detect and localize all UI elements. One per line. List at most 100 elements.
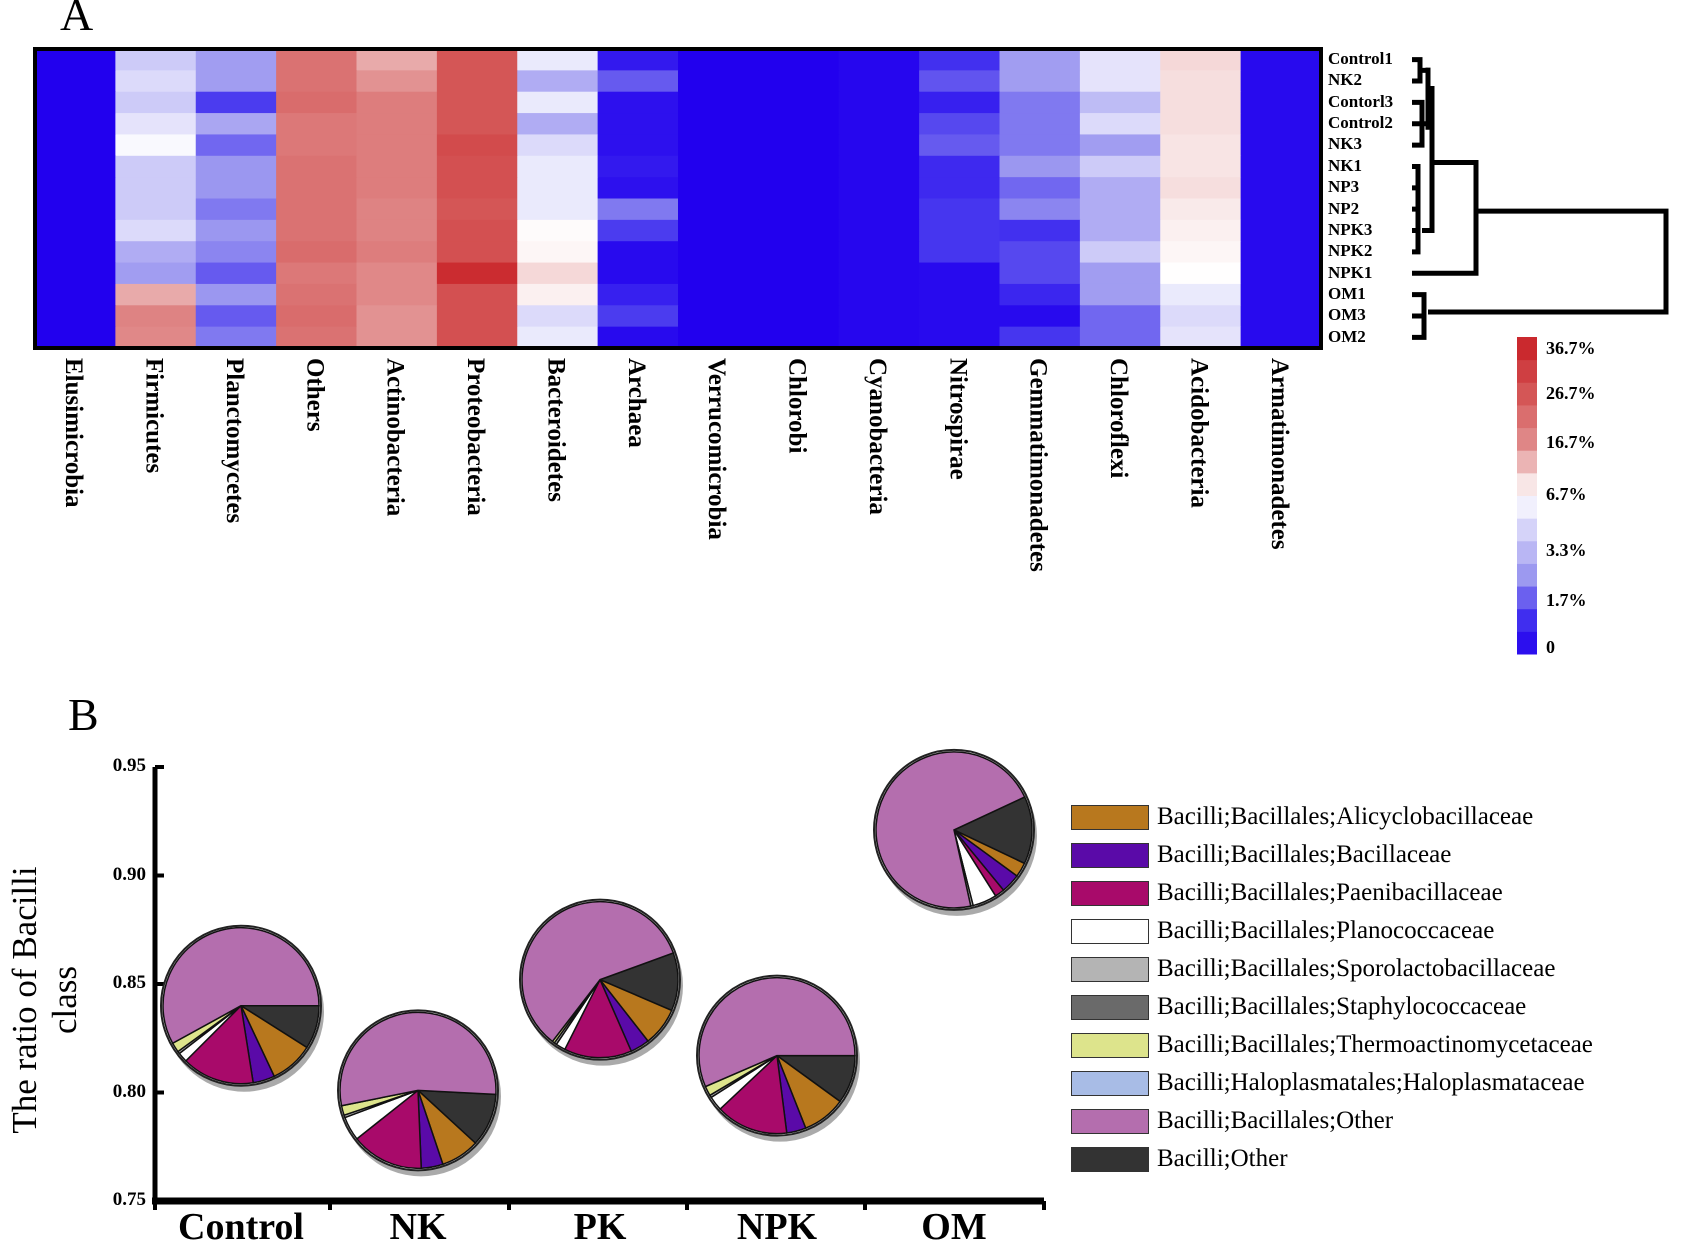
heatmap-cell — [356, 177, 438, 199]
legend-item: Bacilli;Bacillales;Bacillaceae — [1071, 841, 1451, 869]
heatmap-cell — [1079, 326, 1161, 349]
x-category-label: NPK — [736, 1206, 818, 1248]
legend-item: Bacilli;Bacillales;Other — [1071, 1107, 1393, 1135]
heatmap-cell — [678, 134, 759, 157]
heatmap-cell — [1240, 198, 1322, 221]
heatmap-cell — [678, 262, 759, 285]
heatmap-cell — [999, 177, 1081, 199]
legend-item: Bacilli;Bacillales;Alicyclobacillaceae — [1071, 803, 1533, 831]
row-label: NK2 — [1328, 70, 1362, 90]
heatmap-cell — [356, 113, 438, 135]
row-label: NP3 — [1328, 177, 1360, 197]
heatmap-cell — [436, 219, 518, 242]
colorbar-segment — [1517, 472, 1537, 496]
pie-slice — [521, 900, 675, 1043]
row-label: Contorl3 — [1328, 91, 1394, 111]
row-label: NPK1 — [1328, 262, 1373, 282]
legend-swatch — [1071, 1032, 1149, 1058]
heatmap-cell — [276, 91, 357, 114]
heatmap-cell — [436, 155, 518, 178]
heatmap-cell — [758, 49, 840, 71]
heatmap-cell — [195, 177, 277, 199]
heatmap-cell — [838, 91, 920, 114]
column-label: Gemmatimonadetes — [1024, 358, 1052, 572]
dendrogram-branch — [1422, 86, 1435, 234]
heatmap-cell — [999, 49, 1081, 71]
heatmap-cell — [678, 326, 759, 349]
heatmap-cell — [517, 241, 599, 264]
heatmap-cell — [919, 241, 1000, 264]
heatmap-cell — [678, 305, 759, 328]
heatmap-cell — [999, 326, 1081, 349]
heatmap-cell — [597, 177, 679, 199]
heatmap-cell — [517, 134, 599, 157]
heatmap-cell — [356, 91, 438, 114]
heatmap-cell — [1160, 305, 1242, 328]
column-label: Actinobacteria — [381, 358, 409, 517]
heatmap-cell — [758, 326, 840, 349]
column-label: Elusimicrobia — [60, 358, 88, 508]
heatmap-cell — [436, 70, 518, 93]
heatmap-cell — [517, 113, 599, 135]
legend-label: Bacilli;Bacillales;Bacillaceae — [1157, 841, 1452, 868]
legend-swatch — [1071, 918, 1149, 944]
heatmap-cell — [35, 198, 116, 221]
legend-label: Bacilli;Bacillales;Planococcaceae — [1157, 917, 1495, 944]
dendrogram-branch — [1428, 208, 1669, 315]
heatmap-cell — [517, 91, 599, 114]
heatmap-cell — [115, 134, 197, 157]
row-label: NK1 — [1328, 155, 1362, 175]
heatmap-cell — [678, 198, 759, 221]
colorbar-tick-label: 26.7% — [1546, 383, 1596, 403]
y-tick-label: 0.85 — [112, 972, 146, 993]
heatmap-cell — [999, 283, 1081, 306]
heatmap-cell — [838, 113, 920, 135]
heatmap-cell — [35, 305, 116, 328]
legend-label: Bacilli;Other — [1157, 1145, 1288, 1172]
x-category-label: PK — [573, 1206, 627, 1248]
heatmap-cell — [1240, 305, 1322, 328]
heatmap-cell — [517, 305, 599, 328]
colorbar-tick-label: 6.7% — [1546, 484, 1587, 504]
heatmap-cell — [758, 283, 840, 306]
row-label: NPK3 — [1328, 219, 1373, 239]
heatmap-cell — [1240, 49, 1322, 71]
y-tick-label: 0.90 — [112, 863, 146, 885]
heatmap-cell — [919, 49, 1000, 71]
pie-slice — [355, 1088, 423, 1170]
heatmap-cell — [517, 219, 599, 242]
heatmap-cell — [758, 241, 840, 264]
heatmap-cell — [1160, 283, 1242, 306]
heatmap-cell — [356, 155, 438, 178]
heatmap-cell — [436, 326, 518, 349]
column-label: Armatimonadetes — [1265, 358, 1293, 550]
heatmap-cell — [1160, 49, 1242, 71]
heatmap-cell — [1160, 177, 1242, 199]
dendrogram-branch — [1412, 292, 1427, 340]
heatmap-cell — [195, 326, 277, 349]
heatmap-cell — [195, 305, 277, 328]
heatmap-cell — [597, 134, 679, 157]
legend-label: Bacilli;Bacillales;Alicyclobacillaceae — [1157, 803, 1534, 830]
heatmap-cell — [195, 155, 277, 178]
heatmap-cell — [35, 49, 116, 71]
legend-item: Bacilli;Haloplasmatales;Haloplasmataceae — [1071, 1069, 1585, 1097]
heatmap-cell — [115, 177, 197, 199]
heatmap-cell — [919, 326, 1000, 349]
heatmap-cell — [195, 91, 277, 114]
heatmap-cell — [35, 177, 116, 199]
legend-item: Bacilli;Bacillales;Staphylococcaceae — [1071, 993, 1526, 1021]
heatmap-cell — [1079, 91, 1161, 114]
heatmap-cell — [115, 198, 197, 221]
heatmap-cell — [1240, 177, 1322, 199]
colorbar-segment — [1517, 359, 1537, 383]
heatmap-cell — [597, 305, 679, 328]
column-label: Proteobacteria — [462, 358, 490, 516]
heatmap-cell — [1240, 70, 1322, 93]
heatmap-cell — [597, 198, 679, 221]
heatmap-cell — [597, 49, 679, 71]
pie-slice — [952, 795, 1033, 865]
pie-slice — [184, 1004, 255, 1085]
heatmap-cell — [678, 219, 759, 242]
colorbar-segment — [1517, 404, 1537, 429]
